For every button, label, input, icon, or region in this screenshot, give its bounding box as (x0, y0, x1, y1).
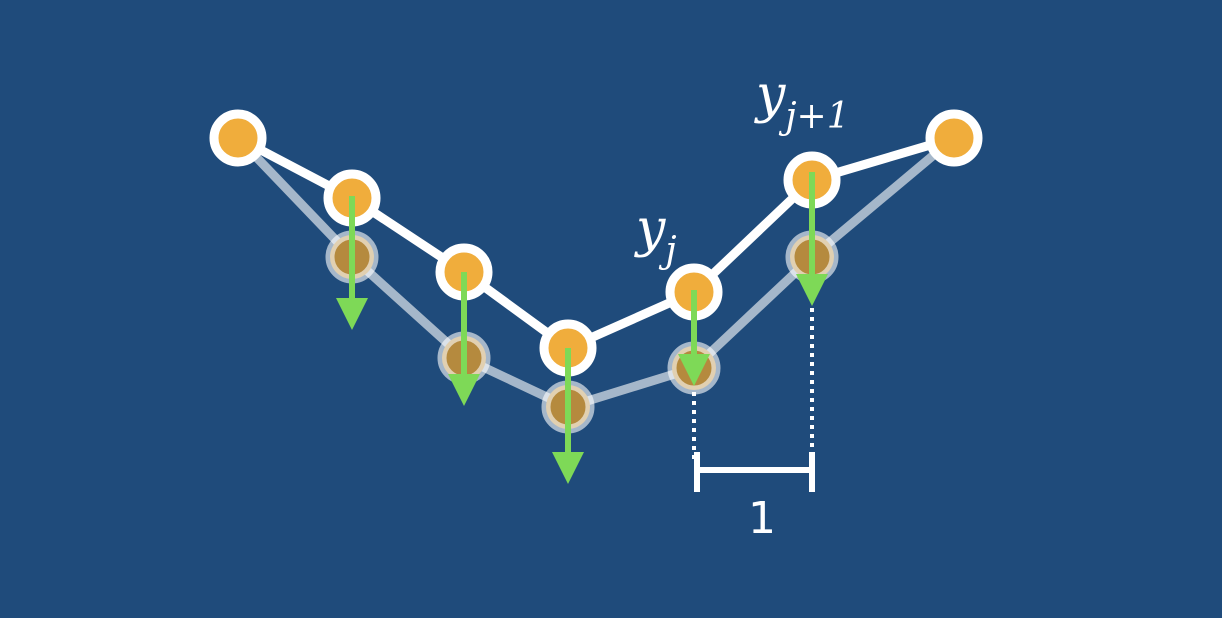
label-yj: yj (634, 199, 677, 271)
displacement-arrows (336, 172, 828, 484)
arrow-3 (552, 348, 584, 484)
node-0 (209, 109, 267, 167)
arrow-5 (796, 172, 828, 306)
arrow-1 (336, 196, 368, 330)
label-spacing: 1 (748, 493, 776, 544)
label-yj1-base: y (754, 65, 786, 125)
node-6 (925, 109, 983, 167)
label-yj-base: y (634, 199, 666, 259)
arrow-2 (448, 272, 480, 406)
arrow-4 (678, 290, 710, 386)
spacing-guides (692, 308, 814, 462)
label-yj1-sub: j+1 (778, 96, 849, 137)
label-yj1: yj+1 (754, 65, 850, 137)
spacing-bracket (694, 452, 815, 492)
